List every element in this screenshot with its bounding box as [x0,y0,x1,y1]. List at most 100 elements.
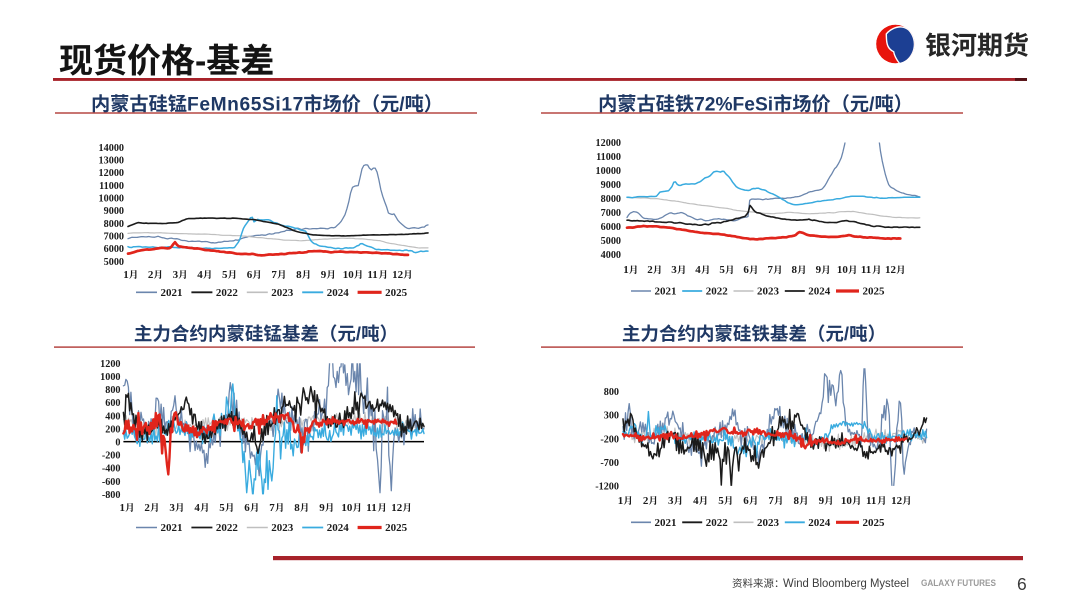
svg-text:10: 10 [837,264,849,276]
svg-text:4000: 4000 [601,250,621,261]
svg-text:7000: 7000 [104,232,124,243]
svg-text:2024: 2024 [808,517,831,529]
svg-text:13000: 13000 [99,156,124,167]
svg-text:2025: 2025 [863,517,886,529]
svg-text:6: 6 [244,502,250,514]
svg-text:5000: 5000 [104,257,124,268]
svg-text:5: 5 [222,269,228,281]
svg-text:12: 12 [391,502,403,514]
svg-text:2024: 2024 [808,286,831,298]
svg-text:8000: 8000 [601,194,621,205]
svg-text:/: / [844,323,849,344]
svg-text:7: 7 [768,264,774,276]
svg-text:9: 9 [321,269,327,281]
svg-text:2022: 2022 [216,522,239,534]
svg-text:0: 0 [115,438,120,449]
svg-text:/: / [356,323,361,344]
svg-text:6: 6 [1017,574,1027,594]
svg-text:3: 3 [668,495,674,507]
svg-text:4: 4 [695,264,701,276]
svg-text:7: 7 [269,502,275,514]
svg-text:2024: 2024 [327,287,350,299]
svg-text:2023: 2023 [271,522,294,534]
svg-text:1: 1 [618,495,624,507]
svg-text:300: 300 [604,411,619,422]
svg-text:2025: 2025 [385,287,408,299]
svg-text:GALAXY FUTURES: GALAXY FUTURES [921,578,996,588]
svg-text:8: 8 [794,495,800,507]
svg-text:1200: 1200 [100,359,120,370]
svg-text:2023: 2023 [271,287,294,299]
svg-text:2: 2 [643,495,649,507]
svg-text:10000: 10000 [596,166,621,177]
svg-text:-200: -200 [600,434,619,445]
svg-text:5000: 5000 [601,236,621,247]
svg-text:/: / [869,95,875,116]
svg-text:2025: 2025 [863,286,886,298]
svg-text:800: 800 [105,385,120,396]
svg-text:7: 7 [271,269,277,281]
svg-text:2: 2 [144,502,150,514]
svg-text:-1200: -1200 [595,481,619,492]
svg-text:2021: 2021 [161,287,183,299]
svg-text:11: 11 [861,264,871,276]
svg-text:2023: 2023 [757,517,780,529]
svg-text:600: 600 [105,398,120,409]
svg-text:10: 10 [341,502,353,514]
svg-text:1: 1 [623,264,629,276]
svg-text:12: 12 [392,269,404,281]
svg-text:4: 4 [693,495,699,507]
svg-text:8: 8 [792,264,798,276]
svg-text:6000: 6000 [601,222,621,233]
svg-text:3: 3 [169,502,175,514]
svg-text:14000: 14000 [99,143,124,154]
svg-text:5: 5 [718,495,724,507]
svg-text:11: 11 [866,495,876,507]
svg-text:-600: -600 [102,477,121,488]
svg-text:11000: 11000 [99,181,124,192]
svg-text:4: 4 [197,269,203,281]
svg-text:7: 7 [768,495,774,507]
svg-text:-200: -200 [102,451,121,462]
svg-text:6000: 6000 [104,244,124,255]
svg-text:-400: -400 [102,464,121,475]
svg-text:9: 9 [319,502,325,514]
svg-text:1: 1 [120,502,126,514]
svg-text:10: 10 [841,495,853,507]
svg-text:2: 2 [647,264,653,276]
svg-text:8: 8 [296,269,302,281]
svg-text:6: 6 [743,264,749,276]
svg-text:8000: 8000 [104,219,124,230]
svg-text:5: 5 [219,502,225,514]
svg-text:3: 3 [173,269,179,281]
svg-text:1: 1 [123,269,129,281]
svg-text:2021: 2021 [161,522,183,534]
svg-text:12000: 12000 [596,138,621,149]
svg-text:12: 12 [891,495,903,507]
svg-text:2022: 2022 [216,287,239,299]
svg-text:2024: 2024 [327,522,350,534]
svg-text:3: 3 [671,264,677,276]
svg-text:9000: 9000 [104,206,124,217]
svg-text:2021: 2021 [655,517,677,529]
svg-text:5: 5 [719,264,725,276]
svg-text:11000: 11000 [596,152,621,163]
svg-text:12000: 12000 [99,168,124,179]
svg-text:8: 8 [294,502,300,514]
svg-text:9: 9 [816,264,822,276]
svg-text:-800: -800 [102,490,121,501]
svg-text:2025: 2025 [385,522,408,534]
svg-text:2023: 2023 [757,286,780,298]
svg-text:/: / [399,95,405,116]
svg-text:10000: 10000 [99,194,124,205]
svg-text:1000: 1000 [100,372,120,383]
svg-text:9000: 9000 [601,180,621,191]
svg-text:2: 2 [148,269,154,281]
svg-text:400: 400 [105,411,120,422]
svg-text:4: 4 [194,502,200,514]
svg-text:10: 10 [343,269,355,281]
svg-text:200: 200 [105,424,120,435]
svg-text:9: 9 [819,495,825,507]
svg-text:2022: 2022 [706,286,729,298]
svg-text:12: 12 [885,264,897,276]
